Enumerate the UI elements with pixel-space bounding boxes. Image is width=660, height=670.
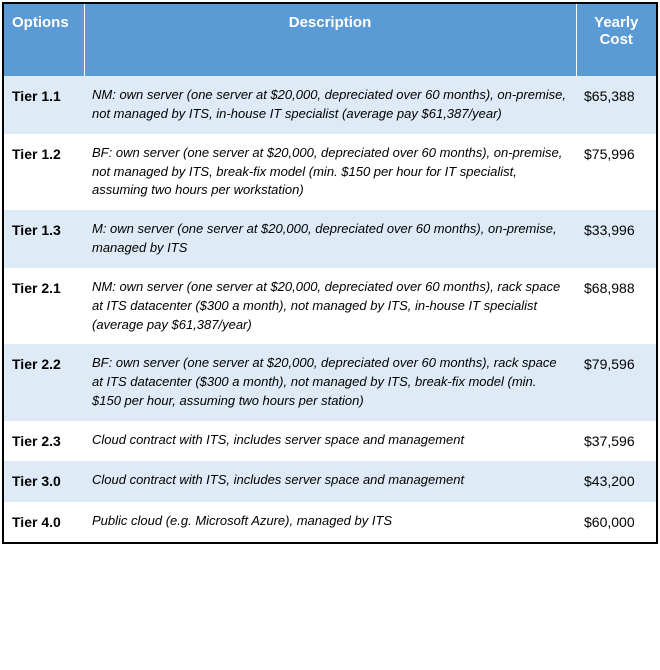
cost-cell: $75,996 [576, 134, 656, 211]
cost-cell: $33,996 [576, 210, 656, 268]
cost-cell: $60,000 [576, 502, 656, 542]
table-row: Tier 2.2 BF: own server (one server at $… [4, 344, 656, 421]
table-header-row: Options Description Yearly Cost [4, 4, 656, 76]
table-row: Tier 1.2 BF: own server (one server at $… [4, 134, 656, 211]
desc-cell: Public cloud (e.g. Microsoft Azure), man… [84, 502, 576, 542]
tier-cell: Tier 2.1 [4, 268, 84, 345]
tier-cell: Tier 2.3 [4, 421, 84, 461]
header-description: Description [84, 4, 576, 76]
header-options: Options [4, 4, 84, 76]
desc-cell: Cloud contract with ITS, includes server… [84, 461, 576, 501]
tier-cell: Tier 3.0 [4, 461, 84, 501]
tier-cell: Tier 1.3 [4, 210, 84, 268]
tier-cell: Tier 1.2 [4, 134, 84, 211]
desc-cell: Cloud contract with ITS, includes server… [84, 421, 576, 461]
header-cost: Yearly Cost [576, 4, 656, 76]
cost-cell: $37,596 [576, 421, 656, 461]
table-row: Tier 1.3 M: own server (one server at $2… [4, 210, 656, 268]
desc-cell: BF: own server (one server at $20,000, d… [84, 344, 576, 421]
desc-cell: M: own server (one server at $20,000, de… [84, 210, 576, 268]
desc-cell: NM: own server (one server at $20,000, d… [84, 268, 576, 345]
table-row: Tier 2.3 Cloud contract with ITS, includ… [4, 421, 656, 461]
tier-cell: Tier 1.1 [4, 76, 84, 134]
tier-cell: Tier 4.0 [4, 502, 84, 542]
table-row: Tier 2.1 NM: own server (one server at $… [4, 268, 656, 345]
tier-cell: Tier 2.2 [4, 344, 84, 421]
desc-cell: NM: own server (one server at $20,000, d… [84, 76, 576, 134]
table-row: Tier 4.0 Public cloud (e.g. Microsoft Az… [4, 502, 656, 542]
cost-options-table: Options Description Yearly Cost Tier 1.1… [2, 2, 658, 544]
cost-cell: $68,988 [576, 268, 656, 345]
table-row: Tier 3.0 Cloud contract with ITS, includ… [4, 461, 656, 501]
table: Options Description Yearly Cost Tier 1.1… [4, 4, 656, 542]
cost-cell: $43,200 [576, 461, 656, 501]
desc-cell: BF: own server (one server at $20,000, d… [84, 134, 576, 211]
cost-cell: $65,388 [576, 76, 656, 134]
table-row: Tier 1.1 NM: own server (one server at $… [4, 76, 656, 134]
cost-cell: $79,596 [576, 344, 656, 421]
